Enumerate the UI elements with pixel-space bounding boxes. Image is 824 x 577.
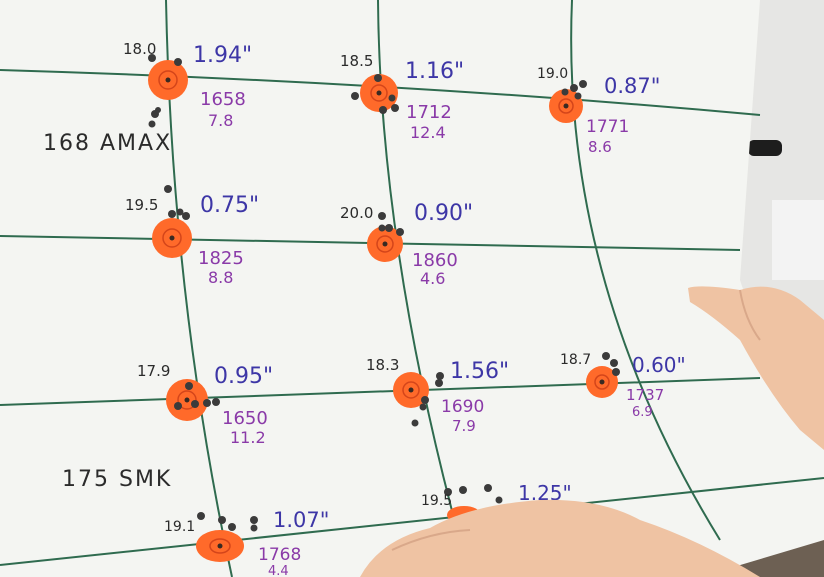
clamp-knob bbox=[748, 140, 782, 156]
target-g3 bbox=[549, 89, 583, 123]
velocity-label: 1771 bbox=[586, 117, 629, 137]
group-size-label: 1.16" bbox=[405, 59, 464, 84]
group-size-label: 0.95" bbox=[214, 364, 273, 389]
group-size-label: 1.56" bbox=[450, 359, 509, 384]
charge-label: 18.0 bbox=[123, 40, 156, 58]
velocity-label: 1650 bbox=[222, 408, 268, 429]
charge-label: 20.0 bbox=[340, 204, 373, 222]
grid-line-h3 bbox=[0, 377, 761, 406]
sd-label: 11.2 bbox=[230, 428, 266, 447]
target-g5 bbox=[367, 226, 403, 262]
grid-line-h4 bbox=[0, 477, 824, 566]
sd-label: 7.9 bbox=[452, 417, 476, 435]
sd-label: 7.8 bbox=[208, 111, 233, 130]
velocity-label: 1825 bbox=[198, 248, 244, 269]
charge-label: 17.9 bbox=[137, 362, 170, 380]
charge-label: 19.5 bbox=[421, 493, 452, 509]
target-g2 bbox=[360, 74, 398, 112]
sd-label: 12.4 bbox=[410, 123, 446, 142]
velocity-label: 1768 bbox=[258, 545, 301, 565]
group-size-label: 1.07" bbox=[273, 508, 329, 532]
bullet-holes bbox=[148, 54, 620, 532]
target-g9 bbox=[196, 530, 244, 562]
velocity-label: 1712 bbox=[406, 102, 452, 123]
charge-label: 18.3 bbox=[366, 356, 399, 374]
bullet-label-bottom: 175 SMK bbox=[62, 467, 172, 492]
sd-label: 8.6 bbox=[588, 138, 612, 156]
target-g6 bbox=[166, 379, 208, 421]
sd-label: 4.6 bbox=[420, 269, 445, 288]
target-g7 bbox=[393, 372, 429, 408]
group-size-label: 0.90" bbox=[414, 201, 473, 226]
hand-right bbox=[688, 286, 824, 450]
group-size-label: 1.94" bbox=[193, 43, 252, 68]
group-size-label: 0.87" bbox=[604, 74, 660, 98]
target-g8 bbox=[586, 366, 618, 398]
hand-bottom bbox=[360, 499, 760, 577]
charge-label: 19.0 bbox=[537, 66, 568, 82]
charge-label: 19.1 bbox=[164, 519, 195, 535]
group-size-label: 0.75" bbox=[200, 193, 259, 218]
charge-label: 18.5 bbox=[340, 52, 373, 70]
sd-label: 6.9 bbox=[632, 405, 653, 420]
group-size-label: 0.60" bbox=[632, 353, 686, 377]
velocity-label: 1860 bbox=[412, 250, 458, 271]
sd-label: 4.4 bbox=[268, 564, 289, 577]
velocity-label: 1737 bbox=[626, 386, 664, 404]
background-box bbox=[772, 200, 824, 280]
velocity-label: 1658 bbox=[200, 89, 246, 110]
bullet-label-top: 168 AMAX bbox=[43, 131, 172, 156]
target-g1 bbox=[148, 60, 188, 100]
target-g4 bbox=[152, 218, 192, 258]
sd-label: 8.8 bbox=[208, 268, 233, 287]
grid-line-v3 bbox=[570, 0, 721, 541]
charge-label: 19.5 bbox=[125, 196, 158, 214]
velocity-label: 1690 bbox=[441, 397, 484, 417]
charge-label: 18.7 bbox=[560, 352, 591, 368]
